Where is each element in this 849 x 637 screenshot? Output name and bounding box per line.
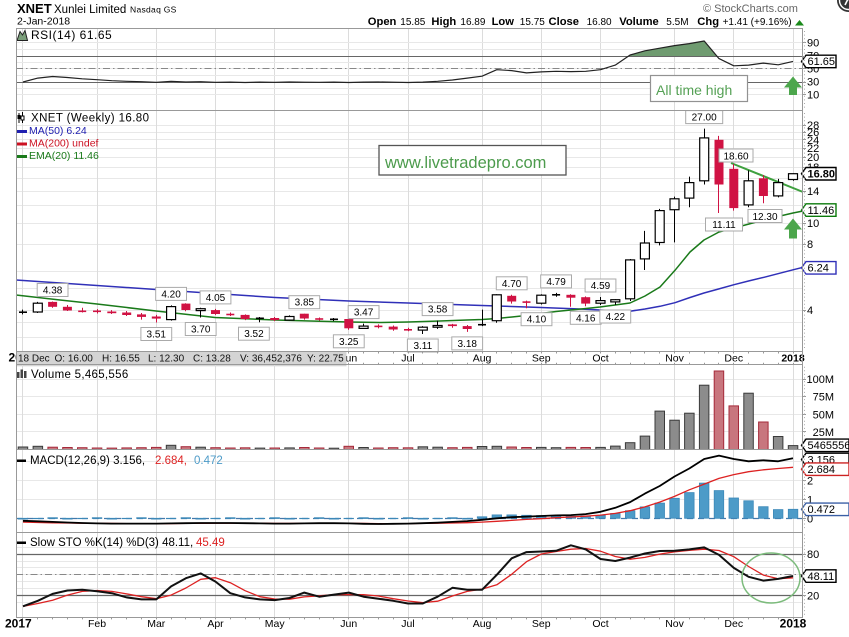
- svg-text:Apr: Apr: [207, 618, 224, 630]
- svg-text:4.38: 4.38: [43, 285, 63, 296]
- svg-text:2018: 2018: [780, 617, 807, 631]
- svg-text:30: 30: [807, 77, 819, 89]
- svg-text:Sep: Sep: [532, 618, 551, 630]
- svg-text:2017: 2017: [5, 617, 32, 631]
- svg-text:25M: 25M: [813, 427, 834, 439]
- svg-text:3.58: 3.58: [428, 305, 448, 316]
- svg-text:Y: 22.75: Y: 22.75: [307, 354, 344, 365]
- svg-text:4.05: 4.05: [206, 293, 226, 304]
- svg-text:Mar: Mar: [147, 618, 166, 630]
- svg-text:RSI(14) 61.65: RSI(14) 61.65: [31, 28, 112, 42]
- svg-text:15.85: 15.85: [400, 17, 425, 28]
- svg-text:8: 8: [807, 239, 813, 251]
- svg-text:4.16: 4.16: [576, 313, 596, 324]
- svg-text:Oct: Oct: [592, 618, 608, 630]
- svg-text:10: 10: [807, 90, 819, 102]
- svg-text:3.51: 3.51: [147, 329, 167, 340]
- svg-text:4: 4: [807, 305, 813, 317]
- svg-text:Low: Low: [492, 16, 515, 28]
- svg-text:3.47: 3.47: [354, 308, 374, 319]
- svg-text:+1.41 (+9.16%): +1.41 (+9.16%): [723, 17, 792, 28]
- svg-text:Slow STO %K(14) %D(3) 48.11,: Slow STO %K(14) %D(3) 48.11,: [30, 537, 193, 549]
- svg-text:www.livetradepro.com: www.livetradepro.com: [384, 154, 546, 172]
- svg-text:May: May: [265, 618, 286, 630]
- svg-text:61.65: 61.65: [808, 56, 836, 68]
- svg-text:50M: 50M: [813, 409, 834, 421]
- svg-text:Chg: Chg: [697, 16, 719, 28]
- svg-text:EMA(20) 11.46: EMA(20) 11.46: [29, 150, 99, 162]
- svg-text:12.30: 12.30: [752, 212, 777, 223]
- svg-text:Aug: Aug: [473, 618, 492, 630]
- svg-text:5465556: 5465556: [808, 440, 849, 452]
- svg-text:5.5M: 5.5M: [666, 17, 688, 28]
- svg-text:18.60: 18.60: [723, 152, 748, 163]
- svg-text:4.79: 4.79: [546, 277, 566, 288]
- svg-text:6.24: 6.24: [808, 263, 829, 275]
- svg-text:4.10: 4.10: [527, 315, 547, 326]
- svg-text:Nov: Nov: [665, 618, 684, 630]
- svg-text:11.11: 11.11: [712, 220, 736, 231]
- svg-text:Volume 5,465,556: Volume 5,465,556: [31, 369, 129, 381]
- svg-text:80: 80: [807, 549, 819, 561]
- svg-text:XNET: XNET: [17, 1, 52, 16]
- svg-text:High: High: [431, 16, 456, 28]
- svg-text:27.00: 27.00: [692, 113, 717, 124]
- svg-text:MACD(12,26,9) 3.156,: MACD(12,26,9) 3.156,: [30, 455, 145, 467]
- svg-text:All time high: All time high: [656, 82, 732, 98]
- svg-text:Dec: Dec: [724, 618, 743, 630]
- svg-text:45.49: 45.49: [196, 537, 225, 549]
- svg-text:2-Jan-2018: 2-Jan-2018: [17, 16, 70, 28]
- svg-text:XNET (Weekly) 16.80: XNET (Weekly) 16.80: [31, 113, 149, 125]
- svg-text:0.472: 0.472: [194, 455, 223, 467]
- svg-text:3.25: 3.25: [339, 337, 359, 348]
- svg-text:3.52: 3.52: [244, 329, 264, 340]
- svg-text:28: 28: [807, 120, 819, 132]
- svg-text:3.18: 3.18: [457, 339, 477, 350]
- svg-text:4.59: 4.59: [591, 281, 611, 292]
- svg-text:Volume: Volume: [619, 16, 659, 28]
- svg-text:11.46: 11.46: [808, 205, 835, 217]
- svg-text:48.11: 48.11: [808, 571, 835, 583]
- svg-text:4.22: 4.22: [606, 312, 626, 323]
- svg-text:2: 2: [807, 475, 813, 487]
- svg-text:C: 13.28: C: 13.28: [193, 354, 231, 365]
- svg-text:20: 20: [807, 590, 819, 602]
- svg-text:90: 90: [807, 38, 819, 50]
- svg-text:2.684: 2.684: [808, 464, 836, 476]
- svg-text:16.80: 16.80: [808, 169, 836, 181]
- svg-text:2.684,: 2.684,: [155, 455, 187, 467]
- svg-text:4.70: 4.70: [502, 279, 522, 290]
- svg-text:Jul: Jul: [401, 618, 414, 630]
- svg-text:15.75: 15.75: [520, 17, 545, 28]
- svg-text:Xunlei Limited: Xunlei Limited: [54, 4, 126, 16]
- svg-text:3.70: 3.70: [191, 324, 211, 335]
- svg-text:16.80: 16.80: [587, 17, 612, 28]
- svg-text:4.20: 4.20: [161, 289, 181, 300]
- svg-text:© StockCharts.com: © StockCharts.com: [703, 3, 798, 15]
- svg-text:3.85: 3.85: [295, 298, 315, 309]
- svg-text:Nasdaq GS: Nasdaq GS: [130, 5, 177, 15]
- svg-text:H: 16.55: H: 16.55: [102, 354, 140, 365]
- svg-text:75M: 75M: [813, 392, 834, 404]
- svg-text:14: 14: [807, 186, 819, 198]
- svg-text:3.11: 3.11: [413, 341, 432, 352]
- svg-text:100M: 100M: [806, 374, 834, 386]
- svg-text:MA(50) 6.24: MA(50) 6.24: [29, 125, 87, 137]
- svg-text:Open: Open: [368, 16, 397, 28]
- svg-text:O: 16.00: O: 16.00: [55, 354, 94, 365]
- svg-text:10: 10: [807, 218, 819, 230]
- svg-text:0.472: 0.472: [808, 504, 836, 516]
- svg-text:L: 12.30: L: 12.30: [148, 354, 185, 365]
- svg-text:18 Dec: 18 Dec: [18, 354, 50, 365]
- svg-text:Jun: Jun: [340, 618, 357, 630]
- svg-text:MA(200) undef: MA(200) undef: [29, 138, 99, 150]
- svg-text:Feb: Feb: [88, 618, 106, 630]
- svg-text:16.89: 16.89: [460, 17, 485, 28]
- svg-text:Close: Close: [549, 16, 579, 28]
- svg-text:V: 36,452,376: V: 36,452,376: [240, 354, 302, 365]
